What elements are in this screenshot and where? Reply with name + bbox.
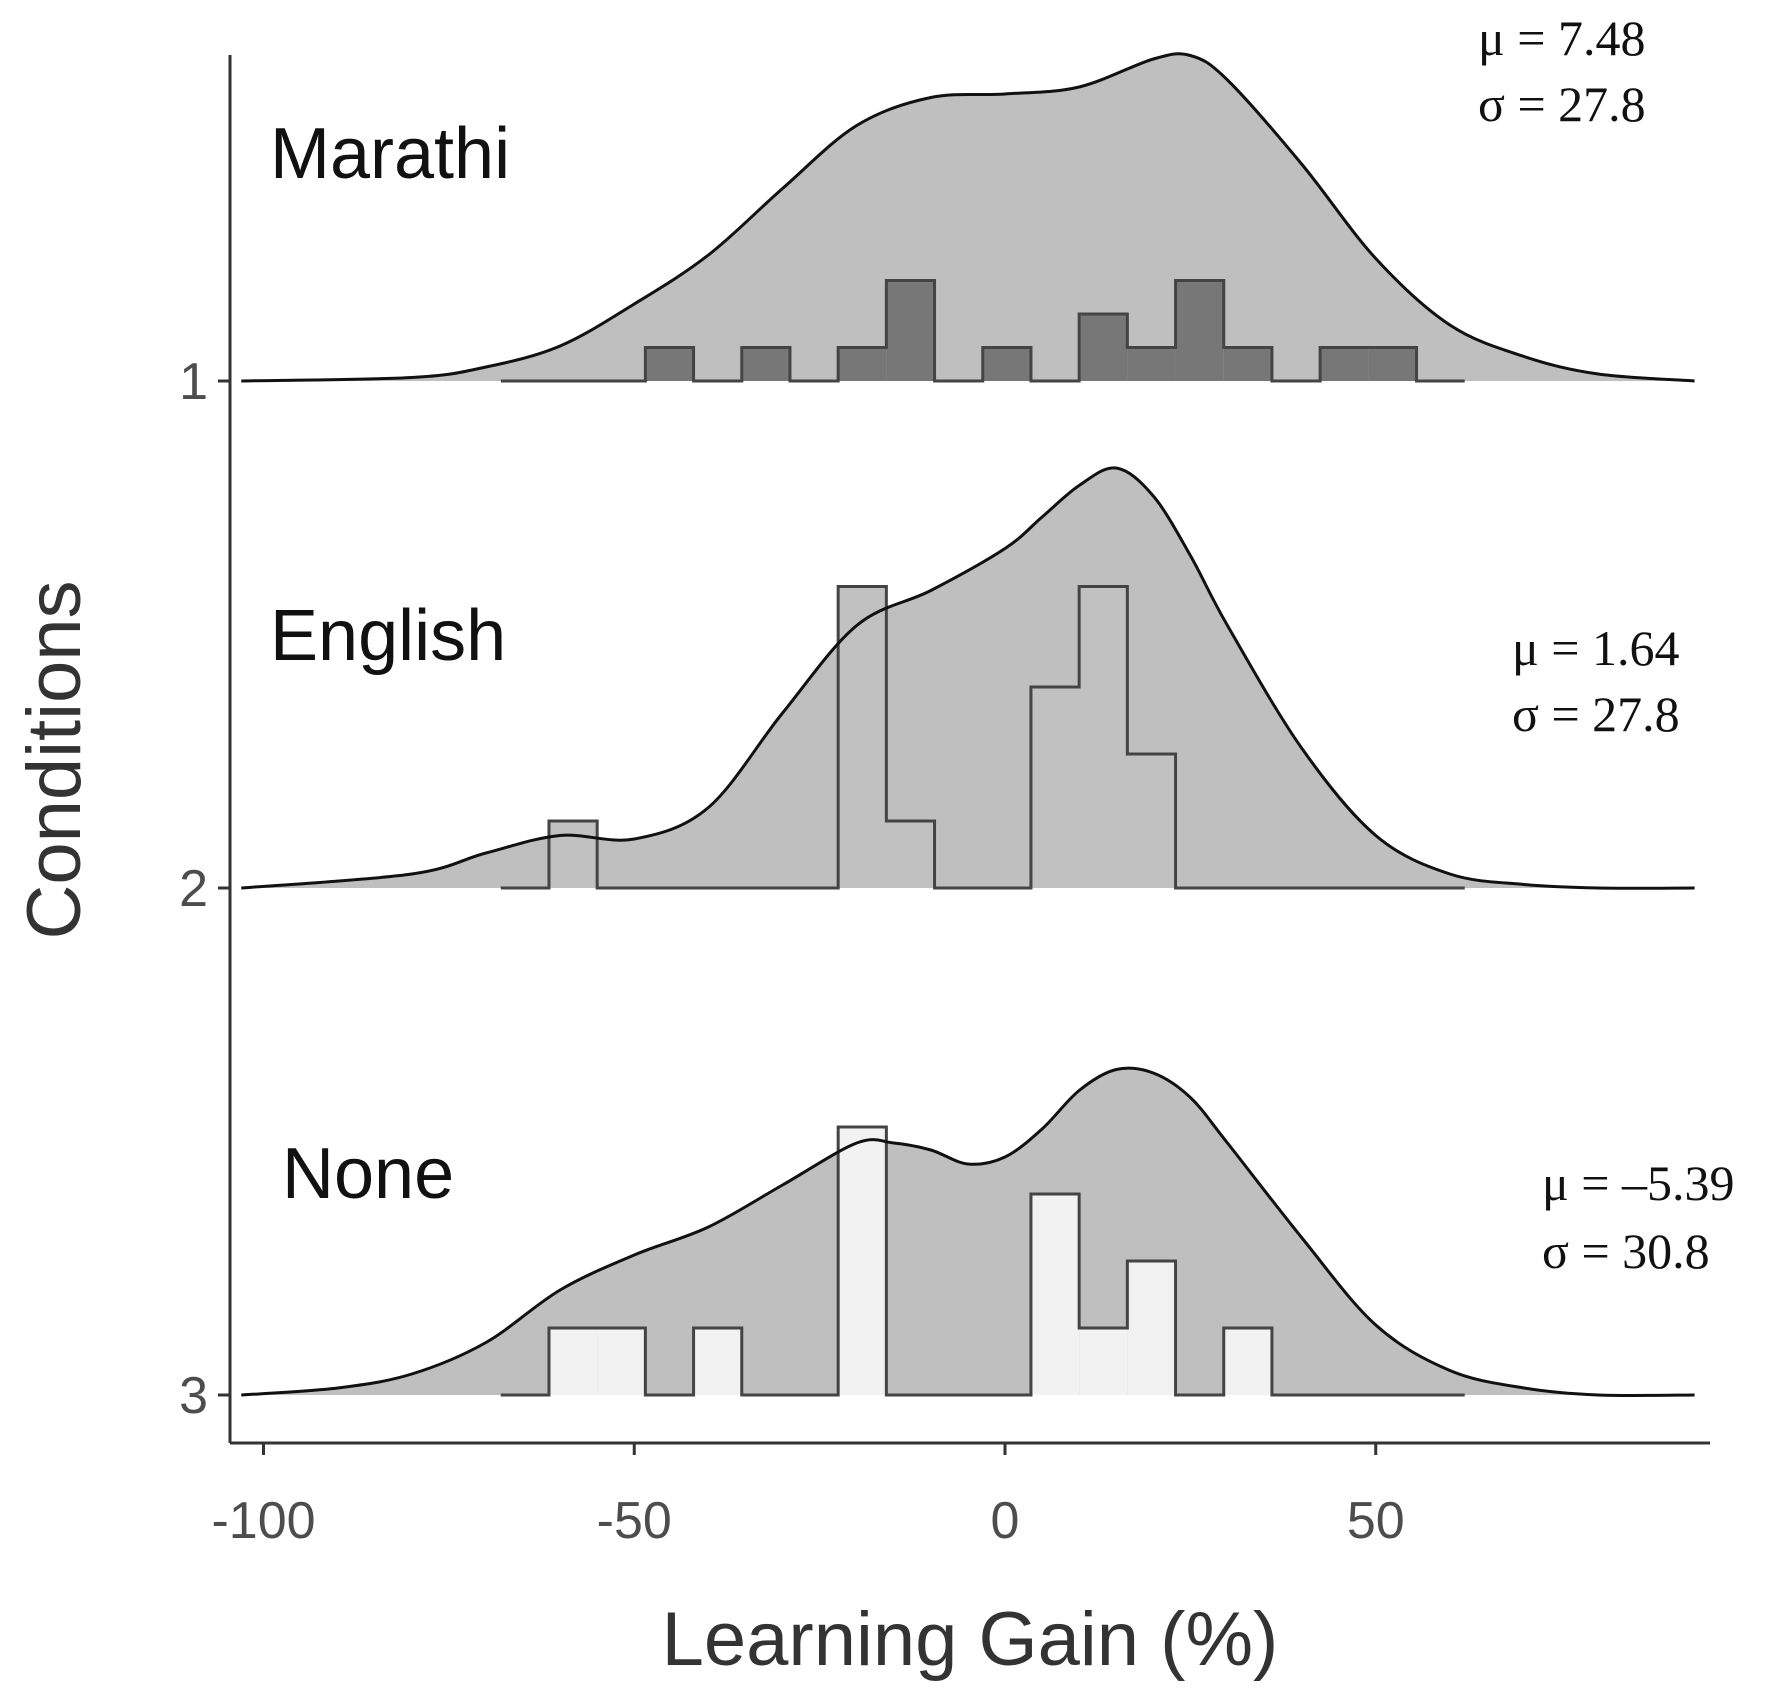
hist-bar-english	[886, 821, 935, 888]
density-fill-layer	[241, 53, 1695, 1396]
sd-label-english: σ = 27.8	[1512, 686, 1680, 742]
hist-bar-none	[1030, 1194, 1080, 1395]
hist-bar-none	[693, 1328, 742, 1395]
hist-bar-marathi	[1175, 280, 1224, 381]
hist-bar-none	[1127, 1261, 1176, 1395]
y-axis-title: Conditions	[12, 580, 97, 939]
hist-bar-marathi	[741, 347, 790, 381]
hist-bar-none	[1079, 1328, 1128, 1395]
mean-label-marathi: μ = 7.48	[1478, 10, 1646, 66]
hist-bar-none	[838, 1127, 887, 1395]
x-axis-title: Learning Gain (%)	[662, 1597, 1279, 1682]
condition-label-none: None	[282, 1134, 454, 1214]
density-area-marathi	[241, 53, 1695, 382]
hist-bar-marathi	[1320, 347, 1369, 381]
hist-bar-none	[1223, 1328, 1272, 1395]
labels-layer: Learning Gain (%) Conditions Marathi μ = …	[12, 10, 1735, 1682]
hist-bar-marathi	[982, 347, 1031, 381]
hist-bar-marathi	[1223, 347, 1272, 381]
condition-label-marathi: Marathi	[270, 114, 510, 194]
density-line-layer	[241, 52, 1695, 1398]
hist-outline-none	[500, 1125, 1465, 1397]
hist-bar-marathi	[1368, 347, 1417, 381]
hist-bar-marathi	[886, 280, 935, 381]
axes-layer: 1 2 3 -100 -50 0 50	[179, 55, 1710, 1550]
density-area-english	[241, 467, 1695, 889]
y-tick-label-3: 3	[179, 1367, 208, 1425]
hist-outline-marathi	[500, 279, 1465, 383]
histogram-layer	[500, 279, 1465, 1397]
density-area-none	[241, 1068, 1695, 1396]
hist-bar-marathi	[645, 347, 694, 381]
hist-outline-english	[500, 585, 1465, 890]
density-curve-none	[241, 1066, 1695, 1398]
y-tick-label-1: 1	[179, 353, 208, 411]
x-tick-label-50: 50	[1347, 1492, 1405, 1550]
hist-bar-english	[1127, 754, 1176, 888]
hist-bar-english	[838, 586, 887, 888]
density-curve-english	[241, 466, 1695, 890]
density-curve-marathi	[241, 52, 1695, 383]
hist-bar-marathi	[838, 347, 887, 381]
y-tick-label-2: 2	[179, 860, 208, 918]
hist-bar-none	[548, 1328, 598, 1395]
condition-label-english: English	[270, 596, 506, 676]
hist-bar-marathi	[1127, 347, 1176, 381]
x-tick-label--50: -50	[597, 1492, 672, 1550]
hist-bar-marathi	[1079, 314, 1128, 381]
sd-label-none: σ = 30.8	[1542, 1223, 1710, 1279]
hist-bar-none	[597, 1328, 646, 1395]
mean-label-none: μ = –5.39	[1542, 1155, 1735, 1211]
sd-label-marathi: σ = 27.8	[1478, 76, 1646, 132]
hist-bar-english	[1030, 687, 1080, 888]
hist-bar-english	[1079, 586, 1128, 888]
x-tick-label--100: -100	[211, 1492, 315, 1550]
hist-bar-english	[548, 821, 598, 888]
x-tick-label-0: 0	[991, 1492, 1020, 1550]
mean-label-english: μ = 1.64	[1512, 620, 1680, 676]
